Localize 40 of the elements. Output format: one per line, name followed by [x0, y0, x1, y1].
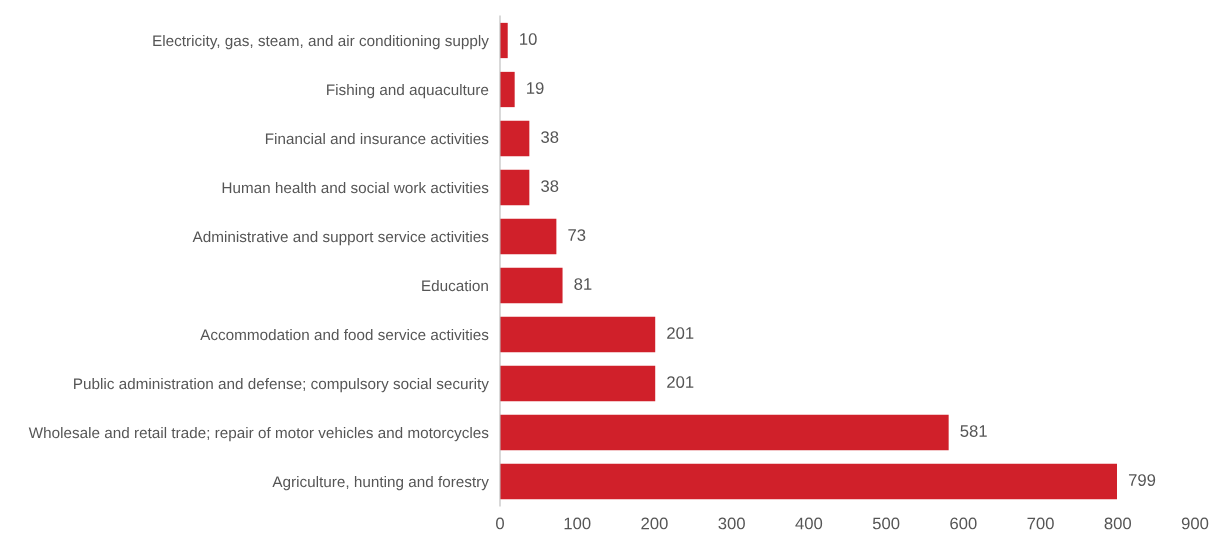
bar — [500, 218, 557, 255]
data-label: 19 — [527, 82, 544, 94]
y-tick-label: Agriculture, hunting and forestry — [272, 475, 489, 491]
data-label: 38 — [541, 131, 559, 143]
data-label: 581 — [960, 425, 987, 437]
x-tick-label: 400 — [795, 517, 823, 530]
data-label: 10 — [520, 33, 537, 45]
y-tick-label: Electricity, gas, steam, and air conditioning supply — [153, 34, 489, 50]
bar — [500, 267, 563, 304]
bar — [500, 365, 656, 402]
y-tick-label: Public administration and defense; compulsory social security — [74, 377, 489, 393]
x-tick-label: 600 — [950, 517, 977, 530]
bar — [500, 414, 949, 451]
data-label: 201 — [667, 376, 694, 388]
y-tick-label: Wholesale and retail trade; repair of motor vehicles and motorcycles — [28, 426, 489, 442]
bar — [500, 169, 530, 206]
data-label: 38 — [541, 180, 559, 192]
y-tick-label: Accommodation and food service activities — [200, 328, 489, 341]
bar — [500, 463, 1118, 500]
x-tick-label: 700 — [1027, 517, 1054, 530]
y-tick-label: Education — [422, 279, 488, 292]
data-label: 81 — [574, 278, 592, 290]
bar — [500, 316, 656, 353]
x-tick-label: 800 — [1104, 517, 1132, 530]
x-tick-label: 200 — [641, 517, 668, 530]
y-tick-label: Financial and insurance activities — [265, 132, 489, 145]
x-tick-label: 900 — [1181, 517, 1209, 530]
bar — [500, 71, 515, 108]
bar — [500, 22, 508, 59]
x-tick-label: 0 — [496, 517, 504, 530]
data-label: 799 — [1128, 474, 1156, 486]
x-tick-label: 100 — [564, 517, 591, 530]
data-label: 201 — [667, 327, 694, 339]
x-tick-label: 500 — [872, 517, 900, 530]
x-tick-label: 300 — [718, 517, 745, 530]
y-tick-label: Human health and social work activities — [222, 181, 489, 194]
bar — [500, 120, 530, 157]
data-label: 73 — [568, 229, 586, 241]
y-tick-label: Administrative and support service activities — [192, 230, 489, 246]
y-tick-label: Fishing and aquaculture — [327, 83, 489, 99]
